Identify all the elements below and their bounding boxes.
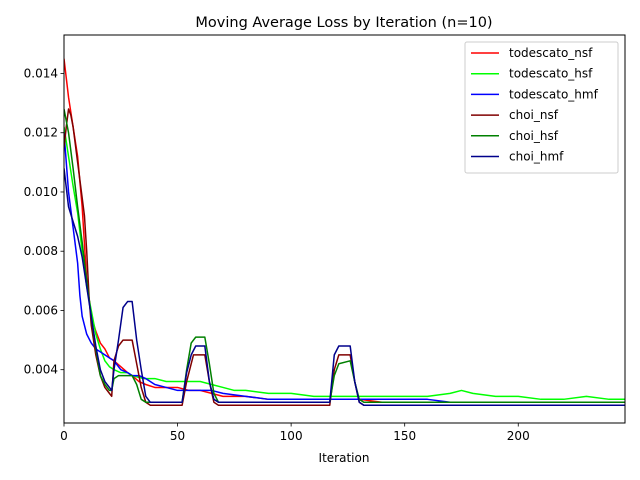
legend-label: choi_nsf xyxy=(509,108,559,122)
y-axis: 0.004 0.006 0.008 0.010 0.012 0.014 xyxy=(24,67,64,377)
series-line-todescato-hsf xyxy=(64,126,625,401)
legend-label: todescato_hsf xyxy=(509,67,593,81)
plot-frame xyxy=(63,34,626,424)
legend-label: choi_hsf xyxy=(509,129,559,143)
legend-label: choi_hmf xyxy=(509,150,564,164)
x-axis-label: Iteration xyxy=(319,451,370,465)
y-tick-label: 0.008 xyxy=(24,244,58,258)
y-tick-label: 0.012 xyxy=(24,126,58,140)
legend-label: todescato_hmf xyxy=(509,87,599,101)
y-tick-label: 0.006 xyxy=(24,303,58,317)
y-tick-label: 0.014 xyxy=(24,67,58,81)
plot-area xyxy=(64,58,625,406)
x-tick-label: 0 xyxy=(60,429,68,443)
y-tick-label: 0.010 xyxy=(24,185,58,199)
x-tick-label: 100 xyxy=(280,429,303,443)
y-tick-label: 0.004 xyxy=(24,363,58,377)
x-tick-label: 200 xyxy=(507,429,530,443)
legend-label: todescato_nsf xyxy=(509,46,593,60)
legend: todescato_nsf todescato_hsf todescato_hmfc… xyxy=(464,41,619,174)
x-axis: 0 50 100 150 200 xyxy=(60,423,530,443)
chart-title: Moving Average Loss by Iteration (n=10) xyxy=(195,15,492,31)
series-line-choi-hmf xyxy=(64,168,625,406)
legend-box xyxy=(464,41,619,174)
x-tick-label: 50 xyxy=(170,429,185,443)
x-tick-label: 150 xyxy=(393,429,416,443)
